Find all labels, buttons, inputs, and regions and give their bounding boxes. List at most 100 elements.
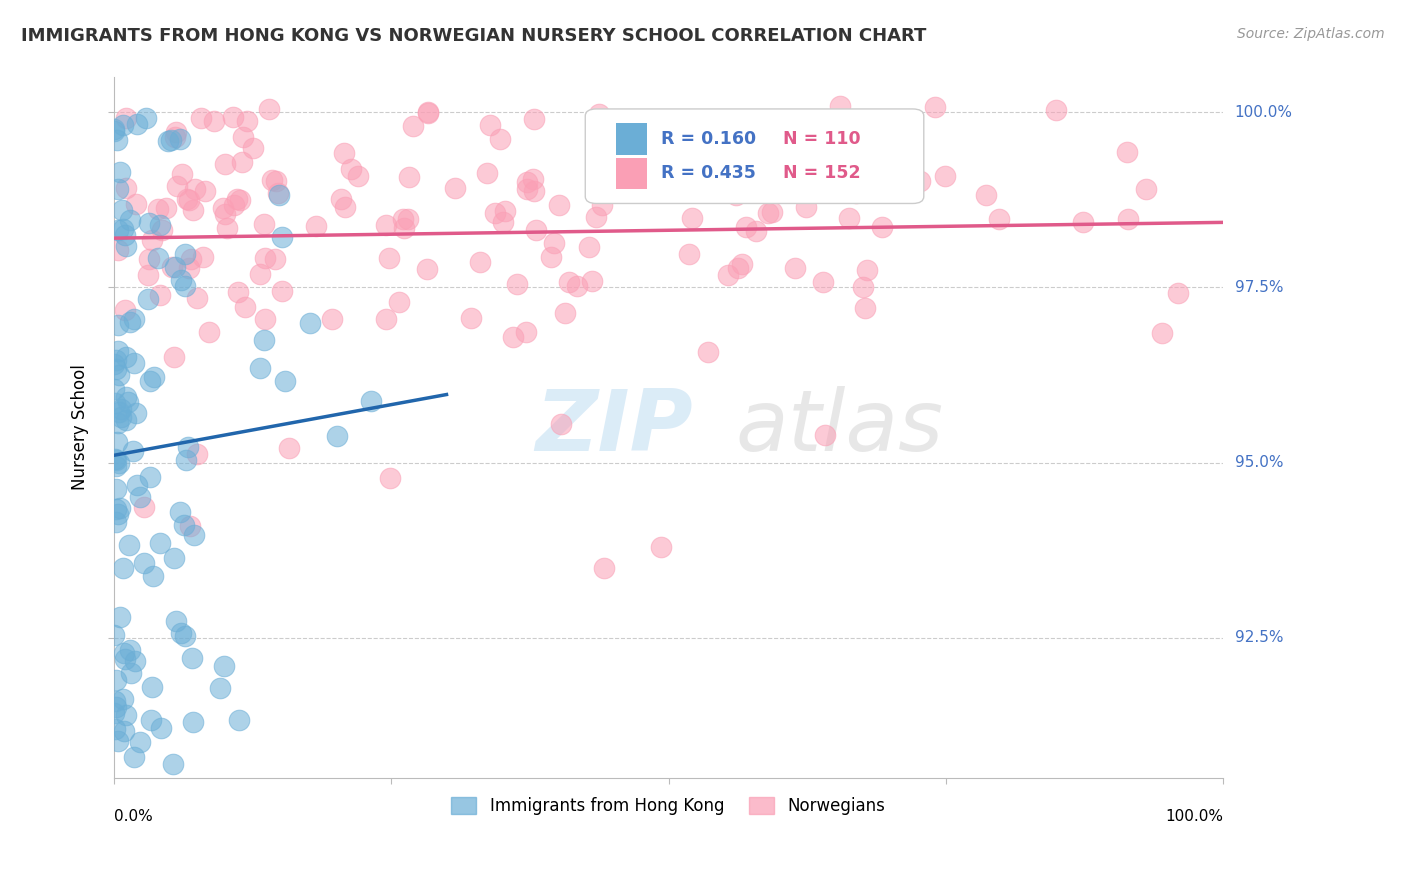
Point	[222, 111, 245, 125]
Point	[1135, 182, 1157, 196]
Text: Source: ZipAtlas.com: Source: ZipAtlas.com	[1237, 27, 1385, 41]
Point	[228, 713, 250, 727]
Point	[107, 182, 129, 196]
Point	[112, 692, 135, 706]
Point	[330, 192, 353, 206]
Point	[731, 178, 754, 192]
Point	[558, 275, 581, 289]
Point	[277, 442, 299, 456]
Point	[107, 368, 129, 382]
Point	[136, 268, 159, 282]
Point	[173, 629, 195, 643]
Point	[114, 239, 136, 253]
Text: atlas: atlas	[735, 386, 943, 469]
Point	[181, 714, 204, 729]
Point	[727, 260, 749, 275]
Point	[253, 333, 276, 347]
Point	[136, 293, 159, 307]
Point	[108, 609, 131, 624]
Point	[756, 206, 779, 220]
Point	[270, 285, 292, 299]
Point	[193, 251, 215, 265]
Point	[267, 187, 290, 202]
Point	[522, 171, 544, 186]
Point	[129, 735, 152, 749]
Point	[271, 229, 294, 244]
Point	[484, 206, 506, 220]
Point	[838, 211, 860, 226]
Text: N = 110: N = 110	[783, 130, 860, 148]
Point	[253, 251, 276, 265]
Point	[174, 453, 197, 467]
Point	[107, 416, 129, 430]
Point	[117, 395, 139, 409]
Point	[934, 169, 956, 184]
Point	[103, 628, 125, 642]
Point	[253, 311, 276, 326]
Point	[845, 186, 868, 200]
Point	[169, 505, 191, 519]
Point	[103, 121, 125, 136]
Point	[104, 396, 127, 410]
Point	[105, 673, 128, 687]
Point	[794, 200, 817, 214]
Point	[115, 707, 138, 722]
Point	[761, 204, 783, 219]
Point	[105, 699, 128, 714]
Text: 100.0%: 100.0%	[1234, 105, 1292, 120]
Point	[142, 568, 165, 582]
Point	[173, 279, 195, 293]
Point	[104, 502, 127, 516]
Point	[166, 178, 188, 193]
Point	[181, 203, 204, 218]
Point	[588, 106, 610, 120]
Point	[120, 665, 142, 680]
Point	[299, 316, 322, 330]
Point	[797, 181, 820, 195]
Point	[186, 447, 208, 461]
Point	[852, 280, 875, 294]
Point	[853, 301, 876, 315]
Text: IMMIGRANTS FROM HONG KONG VS NORWEGIAN NURSERY SCHOOL CORRELATION CHART: IMMIGRANTS FROM HONG KONG VS NORWEGIAN N…	[21, 27, 927, 45]
Point	[118, 213, 141, 227]
Point	[173, 517, 195, 532]
Point	[215, 221, 238, 235]
Point	[516, 175, 538, 189]
Point	[380, 471, 402, 485]
Point	[118, 315, 141, 329]
Point	[177, 441, 200, 455]
Point	[494, 203, 516, 218]
Point	[110, 409, 132, 424]
Point	[388, 294, 411, 309]
Point	[157, 134, 180, 148]
Point	[114, 227, 136, 242]
Text: 0.0%: 0.0%	[114, 809, 152, 824]
Point	[249, 360, 271, 375]
Bar	[616, 123, 647, 155]
Point	[502, 330, 524, 344]
Point	[214, 206, 236, 220]
Point	[717, 268, 740, 282]
Point	[176, 192, 198, 206]
Point	[148, 287, 170, 301]
Point	[107, 318, 129, 332]
Text: 95.0%: 95.0%	[1234, 455, 1284, 470]
Point	[141, 233, 163, 247]
Point	[578, 240, 600, 254]
Point	[593, 560, 616, 574]
Point	[1071, 215, 1094, 229]
Point	[974, 188, 997, 202]
Point	[347, 169, 370, 184]
Point	[104, 693, 127, 707]
Point	[104, 482, 127, 496]
Point	[233, 300, 256, 314]
Point	[591, 198, 613, 212]
Point	[129, 490, 152, 504]
Point	[478, 118, 501, 132]
Point	[724, 188, 747, 202]
Point	[222, 198, 245, 212]
Point	[1167, 286, 1189, 301]
Point	[107, 507, 129, 521]
Point	[165, 614, 187, 628]
Point	[872, 220, 894, 235]
